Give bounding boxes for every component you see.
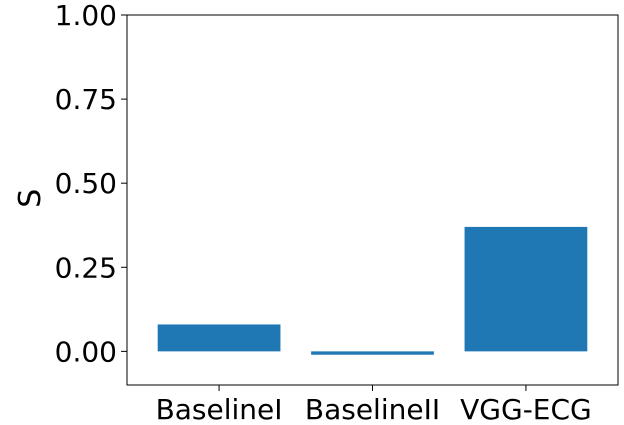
y-axis-label: S [13,189,48,208]
y-tick-label: 0.00 [55,335,117,368]
bars-group [157,226,588,355]
y-tick-label: 0.25 [55,251,117,284]
x-axis-ticks: BaselineI BaselineII VGG-ECG [156,385,592,425]
plot-frame [126,14,619,386]
x-tick-label: VGG-ECG [460,393,592,425]
bar-baselineii [311,351,434,355]
y-tick-label: 0.75 [55,83,117,116]
y-tick-label: 0.50 [55,167,117,200]
x-tick-label: BaselineII [305,393,440,425]
bar-baselinei [157,324,281,352]
x-tick-label: BaselineI [156,393,283,425]
bar-vgg-ecg [464,226,588,352]
y-tick-label: 1.00 [55,0,117,32]
y-axis-ticks: 0.00 0.25 0.50 0.75 1.00 [55,0,127,368]
